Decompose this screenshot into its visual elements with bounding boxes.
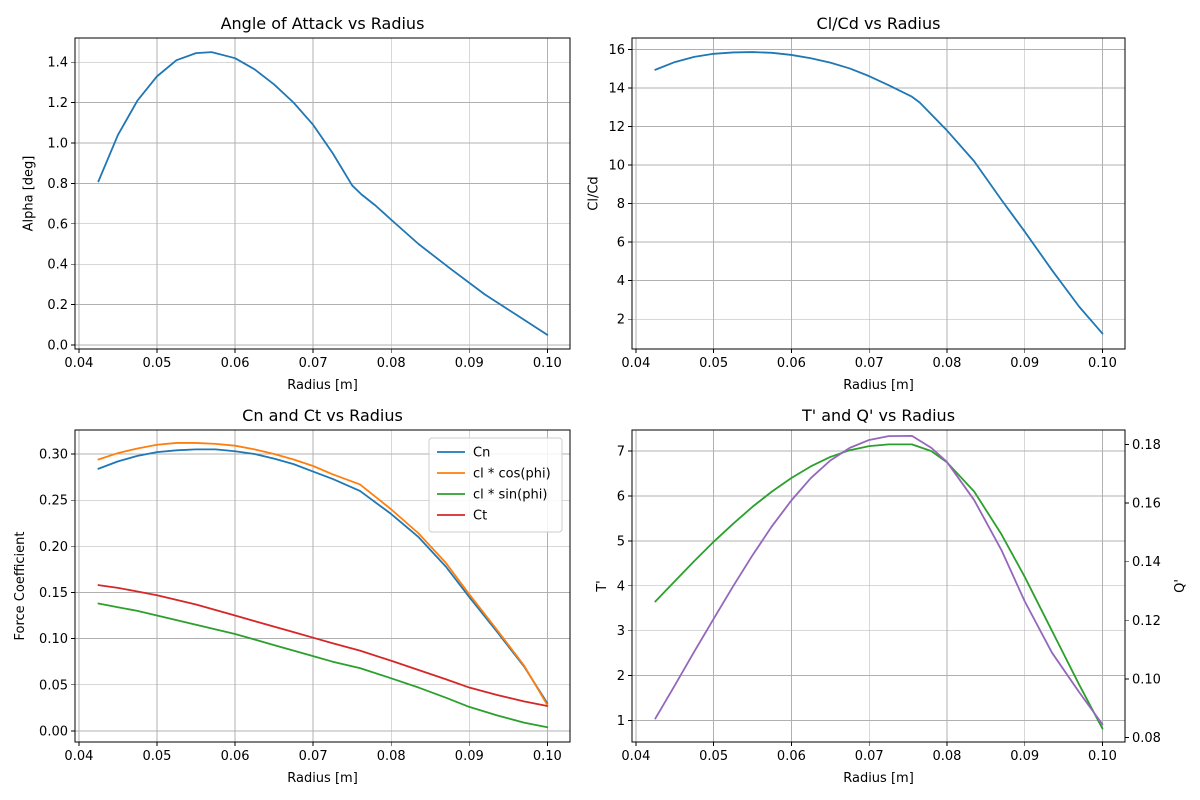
- x-axis-label: Radius [m]: [843, 771, 914, 786]
- chart-panel-3: 0.04 0.05 0.06 0.07 0.08 0.09 0.10 0.00 0.05 0.10…: [13, 406, 571, 786]
- x-tick-label: 0.10: [533, 356, 562, 371]
- y-axis-label: Force Coefficient: [13, 532, 28, 641]
- series-line-cn: [97, 448, 549, 705]
- y-tick-label: 1: [617, 714, 625, 729]
- x-tick-label: 0.07: [855, 749, 884, 764]
- y-tick-label: 1.0: [47, 137, 68, 152]
- y-tick-label: 6: [617, 489, 625, 504]
- x-tick-label: 0.07: [855, 356, 884, 371]
- y-tick-label: 0.10: [39, 632, 68, 647]
- y-tick-label: 0.0: [47, 338, 68, 353]
- x-tick-label: 0.08: [932, 356, 961, 371]
- x-tick-label: 0.05: [699, 749, 728, 764]
- y-right-tick-label: 0.10: [1132, 672, 1161, 687]
- y-axis-label: T': [595, 580, 610, 593]
- y-tick-label: 0.8: [47, 177, 68, 192]
- series-line-cl-sin-phi: [97, 602, 549, 729]
- x-axis-label: Radius [m]: [287, 771, 358, 786]
- y-tick-label: 1.4: [47, 56, 68, 71]
- x-tick-label: 0.07: [299, 356, 328, 371]
- y-tick-label: 3: [617, 624, 625, 639]
- x-tick-label: 0.07: [299, 749, 328, 764]
- y-tick-label: 7: [617, 445, 625, 460]
- x-tick-label: 0.08: [377, 749, 406, 764]
- series-line-series: [654, 51, 1104, 335]
- legend-label: cl * sin(phi): [473, 488, 547, 503]
- chart-title: Angle of Attack vs Radius: [221, 14, 425, 33]
- x-tick-label: 0.05: [699, 356, 728, 371]
- y-tick-label: 0.15: [39, 586, 68, 601]
- series-line-ct: [97, 584, 549, 707]
- plot-area-frame: [74, 37, 571, 350]
- y-tick-label: 0.25: [39, 494, 68, 509]
- x-tick-label: 0.08: [932, 749, 961, 764]
- y-tick-label: 1.2: [47, 96, 68, 111]
- chart-panel-2: 0.04 0.05 0.06 0.07 0.08 0.09 0.10 2 4 6 8 10 12 14 16…: [587, 14, 1126, 393]
- x-axis-label: Radius [m]: [287, 378, 358, 393]
- y-tick-label: 16: [608, 43, 625, 58]
- chart-title: T' and Q' vs Radius: [801, 406, 955, 425]
- y-tick-label: 2: [617, 313, 625, 328]
- y-right-tick-label: 0.14: [1132, 555, 1161, 570]
- plot-area-frame: [631, 37, 1126, 350]
- x-tick-label: 0.06: [777, 749, 806, 764]
- x-tick-label: 0.04: [621, 749, 650, 764]
- x-tick-label: 0.08: [377, 356, 406, 371]
- chart-title: Cl/Cd vs Radius: [817, 14, 941, 33]
- series-line-t: [654, 443, 1104, 730]
- x-tick-label: 0.04: [64, 356, 93, 371]
- chart-title: Cn and Ct vs Radius: [242, 406, 403, 425]
- y-tick-label: 10: [608, 159, 625, 174]
- y-tick-label: 0.20: [39, 540, 68, 555]
- y-right-tick-label: 0.12: [1132, 614, 1161, 629]
- y-axis-label: Alpha [deg]: [21, 156, 36, 232]
- series-line-q: [654, 434, 1104, 726]
- x-tick-label: 0.09: [455, 749, 484, 764]
- y-tick-label: 0.05: [39, 678, 68, 693]
- y-tick-label: 4: [617, 274, 625, 289]
- chart-panel-1: 0.04 0.05 0.06 0.07 0.08 0.09 0.10 0.0 0.2 0.4 0.6…: [21, 14, 571, 393]
- legend-label: Ct: [473, 509, 487, 524]
- y-right-tick-label: 0.18: [1132, 438, 1161, 453]
- y-tick-label: 12: [608, 120, 625, 135]
- x-tick-label: 0.06: [777, 356, 806, 371]
- y-tick-label: 2: [617, 669, 625, 684]
- series-line-series: [97, 51, 549, 336]
- y-right-tick-label: 0.08: [1132, 731, 1161, 746]
- y-tick-label: 5: [617, 534, 625, 549]
- x-tick-label: 0.04: [64, 749, 93, 764]
- y-right-tick-label: 0.16: [1132, 497, 1161, 512]
- x-axis-label: Radius [m]: [843, 378, 914, 393]
- x-tick-label: 0.04: [621, 356, 650, 371]
- y-tick-label: 6: [617, 236, 625, 251]
- y-tick-label: 0.4: [47, 258, 68, 273]
- y-tick-label: 4: [617, 579, 625, 594]
- x-tick-label: 0.06: [221, 356, 250, 371]
- plot-area-frame: [74, 429, 571, 743]
- chart-panel-4: 0.04 0.05 0.06 0.07 0.08 0.09 0.10 1 2 3 4 5 6 7 0.08 0…: [595, 406, 1188, 786]
- x-tick-label: 0.09: [455, 356, 484, 371]
- y-tick-label: 8: [617, 197, 625, 212]
- legend: Cn cl * cos(phi) cl * sin(phi) Ct: [428, 437, 563, 533]
- x-tick-label: 0.10: [533, 749, 562, 764]
- x-tick-label: 0.05: [143, 749, 172, 764]
- x-tick-label: 0.10: [1088, 356, 1117, 371]
- legend-label: Cn: [473, 446, 490, 461]
- y-right-axis-label: Q': [1173, 579, 1188, 593]
- x-tick-label: 0.05: [143, 356, 172, 371]
- legend-label: cl * cos(phi): [473, 467, 551, 482]
- legend-box: [428, 437, 563, 533]
- y-tick-label: 0.2: [47, 298, 68, 313]
- y-axis-label: Cl/Cd: [587, 176, 602, 210]
- series-line-cl-cos-phi: [97, 442, 549, 706]
- y-tick-label: 0.6: [47, 217, 68, 232]
- x-tick-label: 0.10: [1088, 749, 1117, 764]
- y-tick-label: 14: [608, 82, 625, 97]
- x-tick-label: 0.09: [1010, 356, 1039, 371]
- y-tick-label: 0.30: [39, 448, 68, 463]
- y-tick-label: 0.00: [39, 724, 68, 739]
- x-tick-label: 0.06: [221, 749, 250, 764]
- x-tick-label: 0.09: [1010, 749, 1039, 764]
